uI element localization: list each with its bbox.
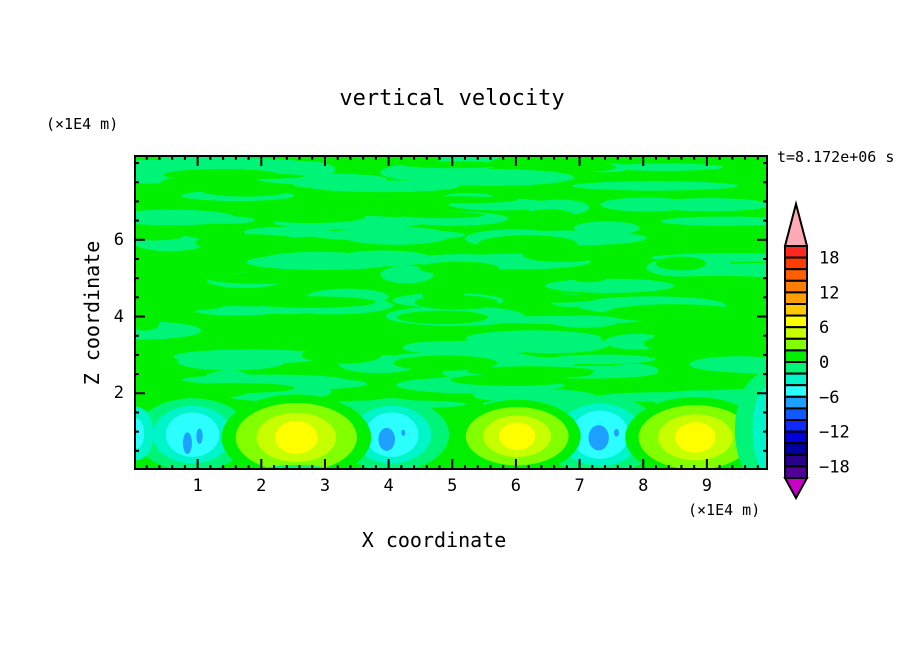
contour-plot [134,155,768,470]
downdraft-minima-spots [183,425,620,454]
x-axis-title: X coordinate [361,528,507,552]
x-tick-label: 2 [256,476,267,496]
colorbar-band [784,337,808,352]
colorbar-band [784,291,808,306]
y-axis-unit-label: (×1E4 m) [46,115,119,133]
x-tick-label: 3 [319,476,331,496]
colorbar-tick-label: 12 [819,283,839,303]
downdraft-cells [135,395,662,470]
x-tick-label: 1 [192,476,203,496]
colorbar-band [784,245,808,259]
background-streaks [134,155,768,413]
colorbar-band [784,303,808,317]
colorbar-over-arrow [783,200,809,247]
colorbar-band [784,349,808,363]
x-tick-label: 6 [510,476,522,496]
colorbar-tick-label: −18 [819,457,850,477]
colorbar-tick-label: 18 [819,249,839,269]
colorbar-band [784,453,808,468]
colorbar: 18 12 6 0 −6 −12 −18 [783,200,850,501]
colorbar-band [784,279,808,294]
y-tick-label: 6 [113,229,124,250]
x-tick-label: 4 [383,476,394,496]
colorbar-band [784,384,808,398]
x-axis-unit-label: (×1E4 m) [688,501,761,519]
updraft-cells [221,394,766,470]
colorbar-band [784,256,808,271]
colorbar-band [784,442,808,456]
x-tick-label: 8 [638,476,649,496]
x-tick-label: 9 [701,476,713,496]
colorbar-band [784,314,808,329]
plot-frame [134,155,768,470]
colorbar-tick-label: 0 [819,353,829,373]
plot-title: vertical velocity [339,86,565,111]
colorbar-tick-label: −12 [819,423,850,443]
x-tick-label: 7 [574,476,585,496]
edge-cells [134,372,768,470]
colorbar-band [784,465,808,479]
colorbar-band [784,372,808,387]
y-tick-label: 4 [113,306,124,327]
colorbar-band [784,419,808,433]
y-tick-label: 2 [113,383,124,404]
colorbar-band [784,268,808,282]
colorbar-under-arrow [783,477,809,501]
colorbar-band [784,395,808,410]
x-tick-label: 5 [447,476,458,496]
colorbar-tick-label: −6 [819,388,839,408]
colorbar-band [784,407,808,421]
colorbar-band [784,430,808,445]
time-annotation: t=8.172e+06 s [777,148,895,166]
colorbar-band [784,326,808,340]
colorbar-band [784,361,808,375]
colorbar-tick-label: 6 [819,318,829,338]
